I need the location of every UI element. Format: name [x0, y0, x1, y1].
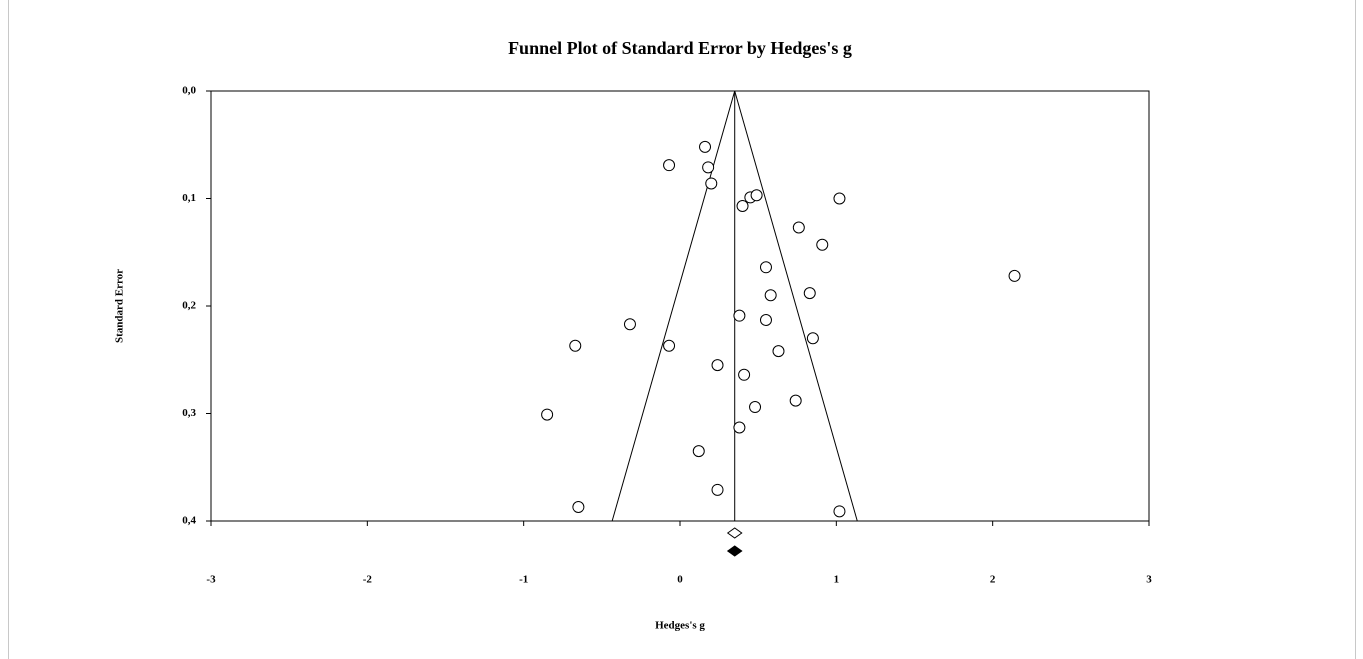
study-point: [733, 309, 746, 322]
study-point: [663, 339, 676, 352]
study-point: [569, 339, 582, 352]
study-point: [699, 140, 712, 153]
funnel-left: [611, 90, 736, 522]
x-tick-label: -1: [519, 574, 528, 586]
y-tick-label: 0,1: [182, 192, 196, 204]
study-point: [759, 313, 772, 326]
study-point: [623, 318, 636, 331]
y-axis-label: Standard Error: [114, 269, 126, 343]
study-point: [816, 238, 829, 251]
study-point: [663, 159, 676, 172]
study-point: [772, 345, 785, 358]
study-point: [833, 192, 846, 205]
x-tick-label: 0: [677, 574, 683, 586]
y-tick-label: 0,2: [182, 300, 196, 312]
study-point: [711, 359, 724, 372]
frame: [8, 0, 1356, 659]
y-tick-label: 0,4: [182, 515, 196, 527]
study-point: [749, 401, 762, 414]
study-point: [705, 177, 718, 190]
x-tick-label: 1: [834, 574, 840, 586]
study-point: [759, 261, 772, 274]
y-tick-label: 0,3: [182, 407, 196, 419]
summary-adjusted: [726, 545, 743, 557]
study-point: [806, 332, 819, 345]
study-point: [541, 408, 554, 421]
study-point: [692, 445, 705, 458]
x-axis-label: Hedges's g: [655, 620, 705, 632]
x-tick-label: 3: [1146, 574, 1152, 586]
study-point: [711, 483, 724, 496]
y-tick-label: 0,0: [182, 85, 196, 97]
x-tick-label: -2: [363, 574, 373, 586]
study-point: [572, 501, 585, 514]
study-point: [764, 289, 777, 302]
study-point: [738, 368, 751, 381]
funnel-right: [734, 90, 858, 522]
x-tick-label: -3: [206, 574, 216, 586]
study-point: [803, 287, 816, 300]
study-point: [733, 421, 746, 434]
x-tick-label: 2: [990, 574, 996, 586]
plot-area: [210, 90, 1150, 522]
study-point: [792, 221, 805, 234]
study-point: [789, 394, 802, 407]
study-point: [1008, 269, 1021, 282]
study-point: [702, 161, 715, 174]
study-point: [750, 189, 763, 202]
chart-title: Funnel Plot of Standard Error by Hedges'…: [508, 38, 852, 58]
summary-observed: [726, 527, 743, 539]
study-point: [833, 505, 846, 518]
study-point: [736, 200, 749, 213]
